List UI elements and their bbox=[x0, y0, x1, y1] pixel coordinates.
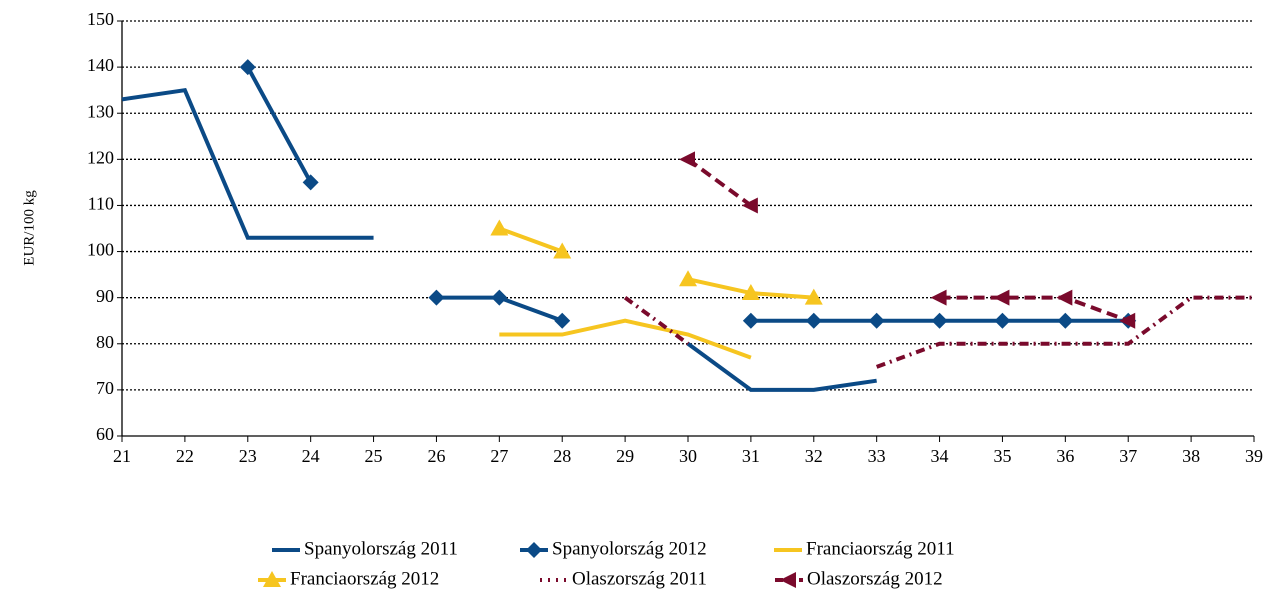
x-tick-label: 39 bbox=[1245, 446, 1263, 466]
legend-label: Olaszország 2011 bbox=[572, 568, 707, 589]
legend-label: Franciaország 2012 bbox=[290, 568, 439, 589]
marker bbox=[302, 174, 319, 191]
marker bbox=[993, 289, 1010, 306]
marker bbox=[868, 312, 885, 329]
marker bbox=[742, 312, 759, 329]
x-tick-label: 32 bbox=[805, 446, 823, 466]
legend-label: Spanyolország 2012 bbox=[552, 538, 707, 559]
marker bbox=[526, 542, 542, 558]
x-tick-label: 26 bbox=[427, 446, 445, 466]
x-tick-label: 31 bbox=[742, 446, 760, 466]
y-tick-label: 70 bbox=[96, 378, 114, 398]
x-tick-label: 22 bbox=[176, 446, 194, 466]
marker bbox=[1056, 289, 1073, 306]
x-tick-label: 25 bbox=[365, 446, 383, 466]
marker bbox=[741, 197, 758, 214]
marker bbox=[239, 59, 256, 76]
marker bbox=[930, 289, 947, 306]
series-line bbox=[686, 157, 1129, 323]
series-line bbox=[121, 87, 877, 392]
marker bbox=[1057, 312, 1074, 329]
marker bbox=[780, 572, 796, 588]
y-tick-label: 90 bbox=[96, 286, 114, 306]
marker bbox=[931, 312, 948, 329]
x-tick-label: 24 bbox=[302, 446, 320, 466]
y-tick-label: 120 bbox=[87, 147, 114, 167]
series-line bbox=[623, 295, 1254, 369]
marker bbox=[679, 151, 695, 168]
y-tick-label: 110 bbox=[88, 194, 114, 214]
x-tick-label: 28 bbox=[553, 446, 571, 466]
x-tick-label: 35 bbox=[993, 446, 1011, 466]
x-tick-label: 30 bbox=[679, 446, 697, 466]
marker bbox=[491, 289, 508, 306]
x-tick-label: 38 bbox=[1182, 446, 1200, 466]
marker bbox=[553, 242, 572, 259]
y-tick-label: 60 bbox=[96, 424, 114, 444]
x-tick-label: 37 bbox=[1119, 446, 1137, 466]
series-line bbox=[498, 226, 814, 300]
marker bbox=[805, 312, 822, 329]
x-tick-label: 33 bbox=[868, 446, 886, 466]
marker bbox=[554, 312, 571, 329]
marker bbox=[1119, 312, 1136, 329]
marker bbox=[994, 312, 1011, 329]
y-tick-label: 100 bbox=[87, 240, 114, 260]
x-tick-label: 36 bbox=[1056, 446, 1074, 466]
y-tick-label: 130 bbox=[87, 101, 114, 121]
legend-label: Franciaország 2011 bbox=[806, 538, 955, 559]
marker bbox=[679, 270, 697, 287]
y-tick-label: 150 bbox=[87, 9, 114, 29]
series-line bbox=[499, 318, 752, 360]
x-tick-label: 21 bbox=[113, 446, 131, 466]
x-tick-label: 29 bbox=[616, 446, 634, 466]
y-axis-label: EUR/100 kg bbox=[21, 190, 37, 266]
marker bbox=[490, 219, 509, 236]
marker bbox=[263, 571, 281, 587]
x-tick-label: 34 bbox=[931, 446, 949, 466]
x-tick-label: 23 bbox=[239, 446, 257, 466]
marker bbox=[741, 284, 760, 301]
y-tick-label: 140 bbox=[87, 55, 114, 75]
marker bbox=[804, 288, 823, 305]
legend-label: Olaszország 2012 bbox=[807, 568, 943, 589]
marker bbox=[428, 289, 445, 306]
x-tick-label: 27 bbox=[490, 446, 508, 466]
legend-label: Spanyolország 2011 bbox=[304, 538, 458, 559]
y-tick-label: 80 bbox=[96, 332, 114, 352]
